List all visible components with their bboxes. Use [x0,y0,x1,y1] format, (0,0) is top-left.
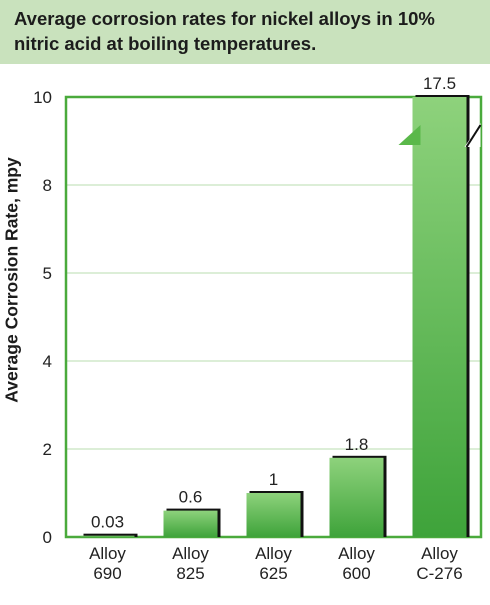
y-tick-label: 0 [43,528,52,547]
bar [246,493,301,537]
bar-value-label: 1 [269,470,278,489]
axis-break-right [464,123,481,147]
bar-value-label: 0.6 [179,488,203,507]
x-tick-label: 690 [93,564,121,583]
bar [412,97,467,537]
x-tick-label: Alloy [338,544,375,563]
chart-title: Average corrosion rates for nickel alloy… [14,8,435,54]
bar [329,457,384,537]
y-tick-label: 4 [43,352,52,371]
y-tick-label: 5 [43,264,52,283]
x-tick-label: 600 [342,564,370,583]
x-tick-label: Alloy [255,544,292,563]
bar [163,510,218,537]
x-tick-label: 825 [176,564,204,583]
title-band [0,0,490,64]
y-tick-label: 2 [43,440,52,459]
axis-break-edge [465,124,482,148]
bar-shadow [83,533,138,537]
bar-value-label: 1.8 [345,435,369,454]
x-tick-label: Alloy [89,544,126,563]
axis-break-left [398,125,421,145]
bar [80,535,135,537]
bar-value-label: 17.5 [423,74,456,93]
x-tick-label: Alloy [421,544,458,563]
y-tick-label: 10 [33,88,52,107]
bar-value-label: 0.03 [91,513,124,532]
x-tick-label: 625 [259,564,287,583]
y-tick-label: 8 [43,176,52,195]
x-tick-label: C-276 [416,564,462,583]
x-tick-label: Alloy [172,544,209,563]
